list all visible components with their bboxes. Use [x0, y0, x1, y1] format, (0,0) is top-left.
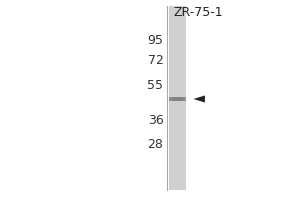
Bar	[169, 97, 186, 101]
Text: 36: 36	[148, 114, 164, 127]
Bar	[169, 6, 186, 190]
Text: 95: 95	[148, 33, 164, 46]
Bar	[171, 97, 184, 101]
Bar	[173, 97, 183, 101]
Text: 28: 28	[148, 138, 164, 152]
Text: ZR-75-1: ZR-75-1	[173, 6, 223, 20]
Text: 55: 55	[148, 79, 164, 92]
Bar	[169, 97, 186, 101]
Text: 72: 72	[148, 54, 164, 68]
Polygon shape	[194, 95, 205, 103]
